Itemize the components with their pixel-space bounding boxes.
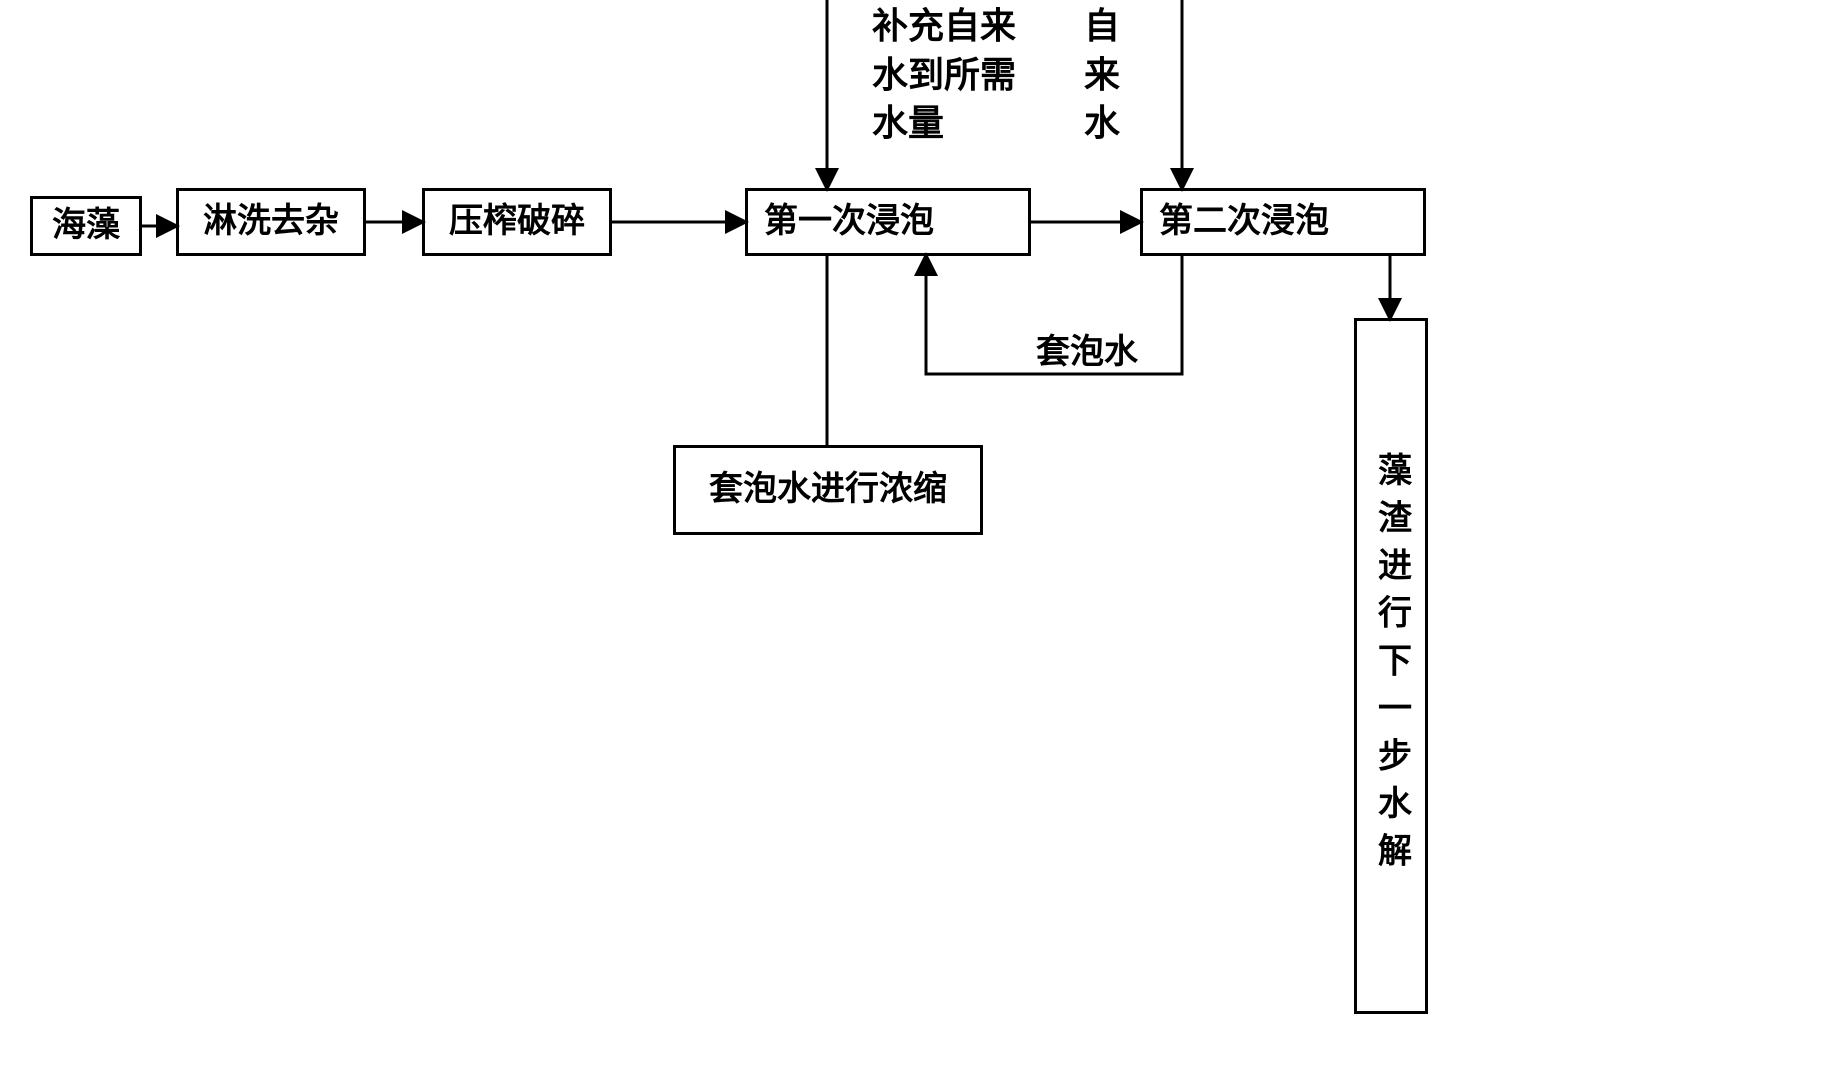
label-recycle-water: 套泡水 (1036, 330, 1138, 376)
node-concentrate: 套泡水进行浓缩 (673, 445, 983, 535)
node-label: 第一次浸泡 (764, 202, 934, 241)
node-seaweed: 海藻 (30, 196, 142, 256)
node-rinse: 淋洗去杂 (176, 188, 366, 256)
node-residue-hydrolysis: 藻渣进行下一步水解 (1354, 318, 1428, 1014)
label-add-tap-water: 补充自来 水到所需 水量 (872, 2, 1016, 148)
node-label: 淋洗去杂 (203, 202, 339, 241)
node-soak-1: 第一次浸泡 (745, 188, 1031, 256)
node-label: 压榨破碎 (449, 202, 585, 241)
node-soak-2: 第二次浸泡 (1140, 188, 1426, 256)
label-tap-water: 自 来 水 (1084, 2, 1120, 148)
node-label: 海藻 (52, 206, 120, 245)
node-label: 第二次浸泡 (1159, 202, 1329, 241)
node-label: 藻渣进行下一步水解 (1371, 452, 1410, 880)
node-crush: 压榨破碎 (422, 188, 612, 256)
node-label: 套泡水进行浓缩 (709, 470, 947, 509)
